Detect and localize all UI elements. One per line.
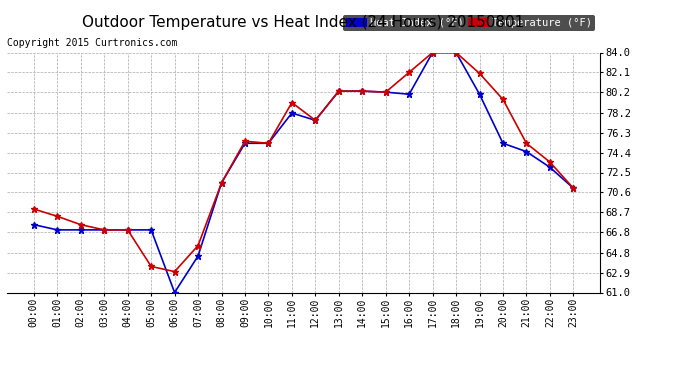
Text: Copyright 2015 Curtronics.com: Copyright 2015 Curtronics.com [7,38,177,48]
Text: Outdoor Temperature vs Heat Index (24 Hours) 20150801: Outdoor Temperature vs Heat Index (24 Ho… [83,15,524,30]
Legend: Heat Index (°F), Temperature (°F): Heat Index (°F), Temperature (°F) [343,15,595,31]
